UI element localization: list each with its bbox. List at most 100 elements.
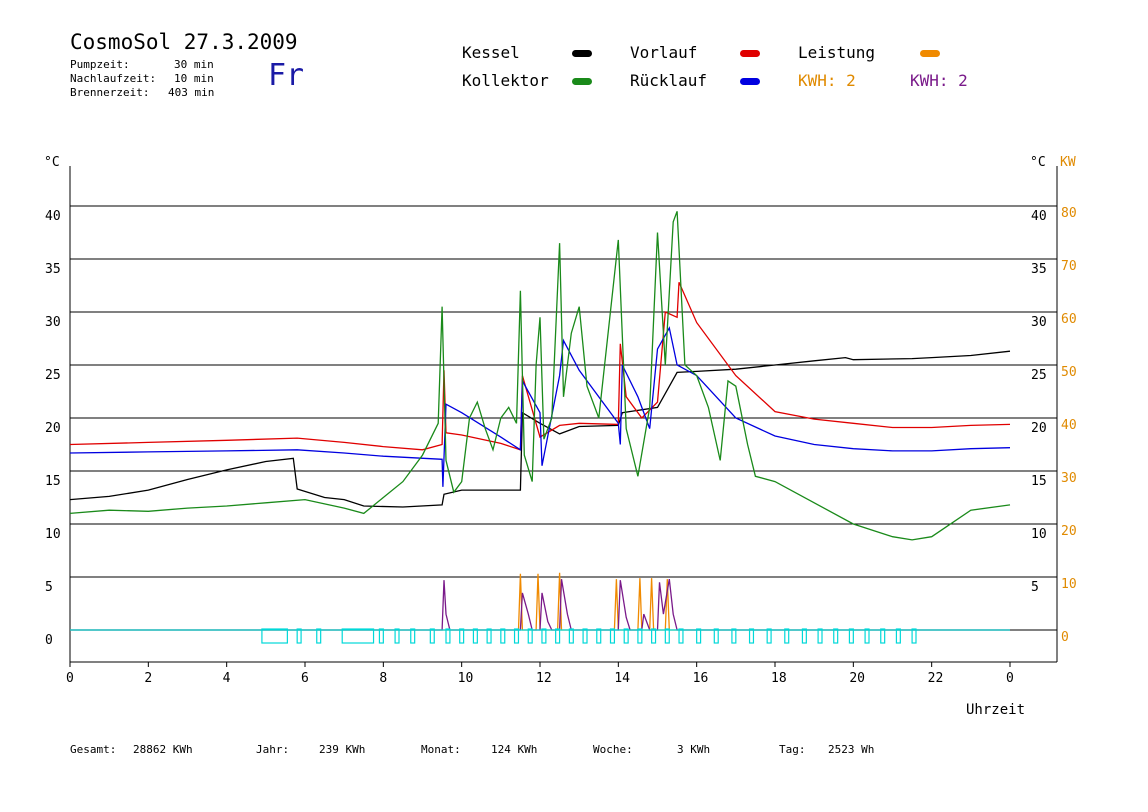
pump-pulse-30 (766, 628, 772, 644)
y-tick-left-35: 35 (45, 262, 61, 277)
x-tick-8: 16 (693, 671, 709, 686)
series-line-kessel (69, 350, 1011, 508)
y-tick-kw-10: 10 (1061, 577, 1077, 592)
x-tick-2: 4 (223, 671, 231, 686)
y-tick-right-5: 5 (1031, 580, 1039, 595)
pump-pulse-22 (637, 628, 643, 644)
series-line-rcklauf (69, 326, 1011, 487)
x-tick-11: 22 (928, 671, 944, 686)
legend-kollektor-swatch (572, 78, 592, 85)
y-tick-left-30: 30 (45, 315, 61, 330)
pump-pulse-18 (582, 628, 588, 644)
pump-pulse-17 (568, 628, 574, 644)
legend-leistung: Leistung (798, 43, 876, 62)
pump-pulse-29 (748, 628, 755, 644)
brenner-label: Brennerzeit: (70, 86, 150, 99)
y-tick-right-20: 20 (1031, 421, 1047, 436)
pump-pulse-4 (378, 628, 384, 644)
legend-kessel: Kessel (462, 43, 520, 62)
pump-pulse-26 (696, 628, 702, 644)
y-tick-left-0: 0 (45, 633, 53, 648)
y-tick-left-15: 15 (45, 474, 61, 489)
series-line-kollektor (69, 211, 1011, 541)
pump-pulse-7 (429, 628, 435, 644)
y-tick-kw-40: 40 (1061, 418, 1077, 433)
series-line-vorlauf (69, 282, 1011, 451)
pump-pulse-31 (784, 628, 790, 644)
tick-labels: 0510152025303540510152025303540010203040… (45, 206, 1077, 686)
pump-pulse-32 (801, 628, 807, 644)
pump-pulse-33 (817, 628, 823, 644)
y-tick-kw-50: 50 (1061, 365, 1077, 380)
y-tick-kw-0: 0 (1061, 630, 1069, 645)
pump-pulse-11 (486, 628, 492, 644)
footer-tag-label: Tag: (779, 743, 806, 756)
legend-ruecklauf-swatch (740, 78, 760, 85)
y-axis-unit-right: °C (1030, 155, 1046, 170)
chart-title: CosmoSol 27.3.2009 (70, 30, 298, 54)
pump-pulse-39 (911, 628, 917, 644)
pump-pulse-0 (261, 628, 288, 644)
pumpzeit-label: Pumpzeit: (70, 58, 130, 71)
x-axis-label: Uhrzeit (966, 702, 1025, 718)
pump-pulse-36 (864, 628, 870, 644)
y-tick-kw-60: 60 (1061, 312, 1077, 327)
pump-pulse-23 (651, 628, 657, 644)
pump-pulse-34 (833, 628, 839, 644)
y-tick-right-35: 35 (1031, 262, 1047, 277)
legend-kwh-purple: KWH: 2 (910, 71, 968, 90)
pump-pulse-35 (848, 628, 854, 644)
legend-kwh-orange: KWH: 2 (798, 71, 856, 90)
y-tick-kw-80: 80 (1061, 206, 1077, 221)
series-line-kwh (70, 578, 1010, 631)
y-axis-unit-kw: KW (1060, 155, 1076, 170)
x-tick-1: 2 (144, 671, 152, 686)
x-tick-10: 20 (849, 671, 865, 686)
x-tick-12: 0 (1006, 671, 1014, 686)
pump-pulse-6 (410, 628, 416, 644)
footer-gesamt-value: 28862 KWh (133, 743, 193, 756)
pump-pulse-8 (445, 628, 451, 644)
pump-pulse-15 (541, 628, 547, 644)
brenner-value: 403 min (168, 86, 215, 99)
footer-monat-value: 124 KWh (491, 743, 538, 756)
footer-tag-value: 2523 Wh (828, 743, 875, 756)
pump-pulse-9 (459, 628, 465, 644)
pump-pulse-13 (513, 628, 520, 644)
y-tick-left-10: 10 (45, 527, 61, 542)
legend-kessel-swatch (572, 50, 592, 57)
nachlauf-value: 10 min (174, 72, 214, 85)
footer-woche-value: 3 KWh (677, 743, 711, 756)
y-tick-left-40: 40 (45, 209, 61, 224)
x-tick-6: 12 (536, 671, 552, 686)
pump-pulse-38 (895, 628, 901, 644)
y-tick-kw-70: 70 (1061, 259, 1077, 274)
x-tick-9: 18 (771, 671, 787, 686)
grid-lines (70, 205, 1057, 631)
pump-pulse-3 (341, 628, 375, 644)
y-tick-right-30: 30 (1031, 315, 1047, 330)
legend-ruecklauf: Rücklauf (630, 71, 708, 90)
x-tick-5: 10 (458, 671, 474, 686)
pump-pulse-12 (500, 628, 506, 644)
x-tick-4: 8 (379, 671, 387, 686)
footer-jahr-value: 239 KWh (319, 743, 366, 756)
y-tick-left-5: 5 (45, 580, 53, 595)
legend-vorlauf: Vorlauf (630, 43, 698, 62)
legend-vorlauf-swatch (740, 50, 760, 57)
pump-pulse-28 (731, 628, 737, 644)
y-axis-unit-left: °C (44, 155, 60, 170)
footer-gesamt-label: Gesamt: (70, 743, 117, 756)
y-tick-right-40: 40 (1031, 209, 1047, 224)
nachlauf-label: Nachlaufzeit: (70, 72, 157, 85)
pump-pulse-25 (678, 628, 684, 644)
x-tick-0: 0 (66, 671, 74, 686)
series-layer (69, 211, 1011, 644)
y-tick-left-20: 20 (45, 421, 61, 436)
footer-woche-label: Woche: (593, 743, 633, 756)
legend-kollektor: Kollektor (462, 71, 549, 90)
y-tick-right-10: 10 (1031, 527, 1047, 542)
y-tick-kw-20: 20 (1061, 524, 1077, 539)
y-tick-kw-30: 30 (1061, 471, 1077, 486)
